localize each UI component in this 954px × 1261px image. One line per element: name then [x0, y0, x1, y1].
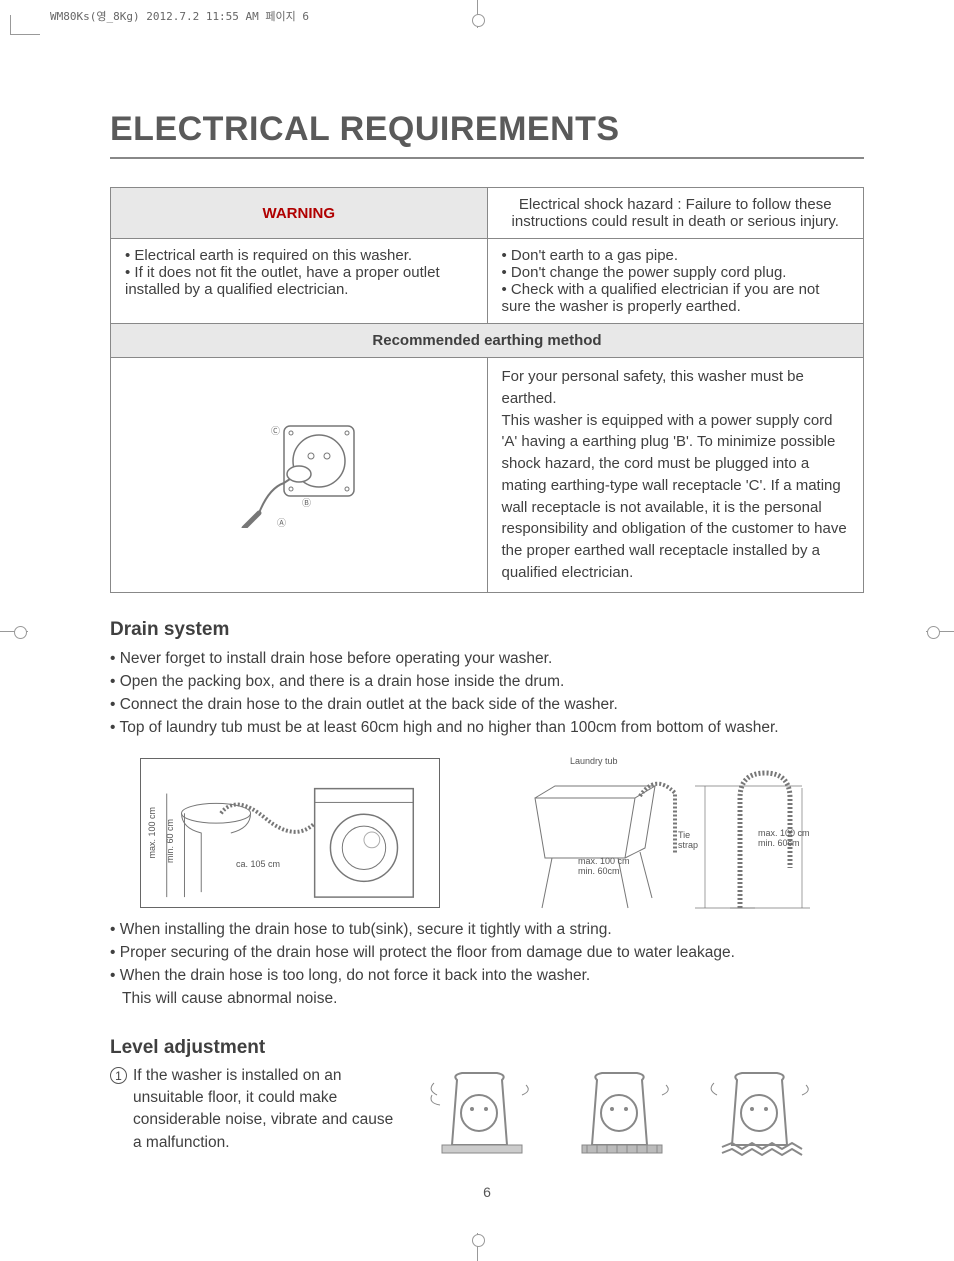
earth-required-cell: Electrical earth is required on this was…	[111, 239, 488, 324]
fig-label: ca. 105 cm	[236, 859, 280, 869]
fig-label: min. 60 cm	[165, 819, 175, 863]
list-item: If it does not fit the outlet, have a pr…	[125, 264, 473, 298]
level-row: 1 If the washer is installed on an unsui…	[110, 1065, 864, 1160]
list-item: Don't change the power supply cord plug.	[502, 264, 850, 281]
drain-heading: Drain system	[110, 619, 864, 641]
list-item: Connect the drain hose to the drain outl…	[110, 693, 864, 716]
svg-text:Ⓐ: Ⓐ	[277, 518, 286, 528]
level-text: 1 If the washer is installed on an unsui…	[110, 1065, 400, 1155]
page-content: ELECTRICAL REQUIREMENTS WARNING Electric…	[110, 110, 864, 1160]
fig-label: Laundry tub	[570, 756, 618, 766]
washer-cartoon	[422, 1065, 542, 1160]
fig-label: max. 100 cm min. 60cm	[578, 856, 630, 876]
crop-mark	[477, 0, 478, 28]
crop-corner	[10, 34, 40, 48]
fig-label: max. 100 cm min. 60cm	[758, 828, 810, 848]
drain-list-bottom: When installing the drain hose to tub(si…	[110, 918, 864, 1011]
washer-cartoon	[702, 1065, 822, 1160]
level-body: If the washer is installed on an unsuita…	[133, 1065, 400, 1155]
list-item: When the drain hose is too long, do not …	[110, 964, 864, 1011]
warning-table: WARNING Electrical shock hazard : Failur…	[110, 187, 864, 593]
svg-text:Ⓑ: Ⓑ	[302, 498, 311, 508]
washer-cartoon	[562, 1065, 682, 1160]
drain-list-top: Never forget to install drain hose befor…	[110, 647, 864, 740]
drain-figure-2: Laundry tub Tie strap max. 100 cm min. 6…	[480, 758, 820, 908]
outlet-plug-icon: Ⓒ Ⓑ Ⓐ	[229, 418, 369, 528]
fig-label: max. 100 cm	[147, 807, 157, 859]
list-item: Proper securing of the drain hose will p…	[110, 941, 864, 964]
list-item: When installing the drain hose to tub(si…	[110, 918, 864, 941]
list-item: Top of laundry tub must be at least 60cm…	[110, 716, 864, 739]
svg-text:Ⓒ: Ⓒ	[271, 426, 280, 436]
recommended-header: Recommended earthing method	[111, 324, 864, 358]
level-heading: Level adjustment	[110, 1037, 864, 1059]
list-item: Open the packing box, and there is a dra…	[110, 670, 864, 693]
crop-mark	[926, 631, 954, 632]
list-item: Never forget to install drain hose befor…	[110, 647, 864, 670]
list-item: Electrical earth is required on this was…	[125, 247, 473, 264]
page-title: ELECTRICAL REQUIREMENTS	[110, 110, 864, 159]
step-number: 1	[110, 1067, 127, 1084]
crop-mark	[477, 1233, 478, 1261]
warning-label: WARNING	[111, 188, 488, 239]
crop-mark	[0, 631, 28, 632]
level-figures	[422, 1065, 822, 1160]
warning-text: Electrical shock hazard : Failure to fol…	[487, 188, 864, 239]
recommended-body: For your personal safety, this washer mu…	[487, 358, 864, 593]
fig-label: Tie strap	[678, 830, 708, 850]
page-number: 6	[483, 1184, 491, 1200]
drain-figures: max. 100 cm min. 60 cm ca. 105 cm	[140, 758, 864, 908]
print-header: WM80Ks(영_8Kg) 2012.7.2 11:55 AM 페이지 6	[50, 8, 309, 24]
drain-figure-1: max. 100 cm min. 60 cm ca. 105 cm	[140, 758, 440, 908]
list-item: Don't earth to a gas pipe.	[502, 247, 850, 264]
earth-donts-cell: Don't earth to a gas pipe. Don't change …	[487, 239, 864, 324]
plug-illustration: Ⓒ Ⓑ Ⓐ	[111, 358, 488, 593]
list-item: Check with a qualified electrician if yo…	[502, 281, 850, 315]
